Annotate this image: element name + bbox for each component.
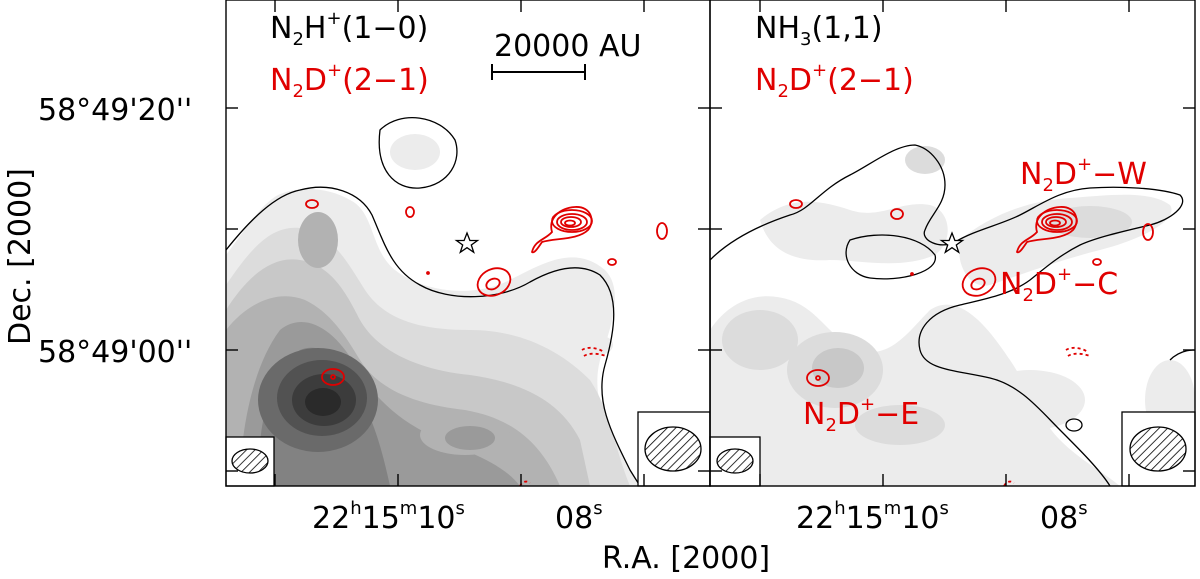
x-tick-label: 08s <box>555 498 603 536</box>
y-tick-labels: 58°49'20'' 58°49'00'' <box>38 93 192 370</box>
hatched-ellipse-icon <box>644 426 702 472</box>
star-icon <box>939 231 965 254</box>
annotation-n2d-c: N2D+−C <box>1000 264 1118 306</box>
legend-right: NH3(1,1) N2D+(2−1) <box>755 11 914 102</box>
tick-marks <box>226 0 1195 486</box>
scalebar-label: 20000 AU <box>494 29 641 64</box>
star-icon <box>454 231 480 254</box>
y-tick-label: 58°49'20'' <box>38 93 192 128</box>
x-tick-label: 22h15m10s <box>312 498 465 536</box>
grayscale-map-left <box>226 134 640 486</box>
hatched-ellipse-icon <box>716 448 754 474</box>
contour-black-right <box>710 144 1195 486</box>
annotations-right: N2D+−W N2D+−C N2D+−E <box>803 154 1147 436</box>
tracer-label-grayscale-right: NH3(1,1) <box>755 11 883 50</box>
x-tick-labels-left: 22h15m10s 08s <box>312 498 603 536</box>
scalebar: 20000 AU <box>491 29 641 80</box>
contour-red-left <box>305 199 668 486</box>
y-tick-label: 58°49'00'' <box>38 335 192 370</box>
contour-red-right <box>789 199 1154 486</box>
hatched-ellipse-icon <box>231 448 269 474</box>
star-marker-left <box>454 231 480 254</box>
tracer-label-contour-right: N2D+(2−1) <box>755 60 914 102</box>
y-axis-label: Dec. [2000] <box>3 168 38 345</box>
panel-left <box>226 0 710 486</box>
tracer-label-grayscale-left: N2H+(1−0) <box>270 8 428 50</box>
annotation-n2d-w: N2D+−W <box>1020 154 1147 196</box>
legend-left: N2H+(1−0) N2D+(2−1) <box>270 8 429 102</box>
tracer-label-contour-left: N2D+(2−1) <box>270 60 429 102</box>
x-axis-label: R.A. [2000] <box>602 541 770 576</box>
annotation-n2d-e: N2D+−E <box>803 394 919 436</box>
x-tick-label: 22h15m10s <box>796 498 949 536</box>
hatched-ellipse-icon <box>1129 426 1187 472</box>
x-tick-labels-right: 22h15m10s 08s <box>796 498 1088 536</box>
frames <box>225 0 1196 487</box>
x-tick-label: 08s <box>1040 498 1088 536</box>
star-marker-right <box>939 231 965 254</box>
